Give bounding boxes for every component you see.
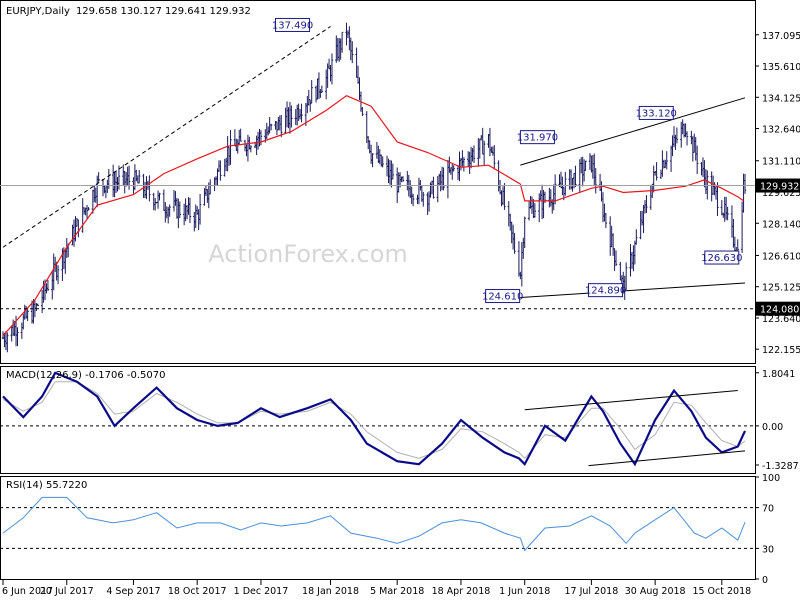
- price-axis-label: 122.155: [762, 345, 800, 356]
- label-layer: 137.490 131.970 133.120 124.610 124.890 126.6…: [272, 17, 742, 304]
- macd-lower-trendline: [588, 450, 746, 467]
- macd-title: MACD(12,26,9) -0.1706 -0.5070: [6, 370, 166, 381]
- low-124890-label-box: [588, 283, 624, 298]
- x-axis-label: 17 Jul 2018: [564, 586, 618, 597]
- price-axis-label: 135.610: [762, 62, 800, 73]
- upper-channel-line: [520, 97, 746, 166]
- price-axis-label: 132.640: [762, 125, 800, 136]
- macd-axis-label: -1.3287: [762, 461, 799, 472]
- price-axis-label: 126.610: [762, 251, 800, 262]
- x-axis-label: 1 Dec 2017: [234, 586, 289, 597]
- high-137490-label-box: [275, 17, 311, 32]
- rsi-axis-label: 70: [762, 504, 774, 515]
- x-axis-label: 30 Aug 2018: [625, 586, 686, 597]
- macd-axis-label: 1.8041: [762, 369, 795, 380]
- support-level-badge-group: 124.080: [756, 301, 800, 316]
- rsi-axis-label: 0: [762, 575, 768, 586]
- x-axis-label: 18 Oct 2017: [168, 586, 227, 597]
- current-price-label: 129.932: [760, 182, 799, 193]
- x-axis-label: 6 Jun 2017: [2, 586, 53, 597]
- high-131970-label-box: [519, 130, 555, 145]
- low-124610-label-group: 124.610: [482, 289, 523, 304]
- x-axis-label: 15 Oct 2018: [692, 586, 751, 597]
- x-axis-label: 4 Sep 2017: [106, 586, 160, 597]
- high-137490-label: 137.490: [272, 20, 313, 31]
- x-axis-label: 5 Mar 2018: [370, 586, 424, 597]
- support-level-badge: [756, 301, 800, 316]
- macd-axis-label: 0.00: [762, 422, 783, 433]
- rising-trendline: [2, 26, 331, 248]
- low-126630-label-box: [704, 250, 740, 265]
- macd-panel-frame: [0, 366, 756, 474]
- x-axis-label: 1 Jun 2018: [499, 586, 550, 597]
- x-axis-label: 18 Apr 2018: [432, 586, 491, 597]
- high-133120-label-group: 133.120: [636, 105, 677, 120]
- price-axis-label: 131.110: [762, 157, 800, 168]
- price-header: EURJPY,Daily 129.658 130.127 129.641 129.…: [6, 6, 251, 17]
- high-131970-label-group: 131.970: [517, 130, 558, 145]
- x-axis-label: 18 Jan 2018: [302, 586, 359, 597]
- low-126630-label-group: 126.630: [701, 250, 742, 265]
- rsi-axis-label: 100: [762, 473, 780, 484]
- price-panel-frame: [0, 0, 756, 364]
- price-axis-label: 128.140: [762, 219, 800, 230]
- high-137490-label-group: 137.490: [272, 17, 313, 32]
- macd-main-line: [2, 371, 746, 467]
- ohlc-values: 129.658 130.127 129.641 129.932: [76, 6, 251, 17]
- lower-channel-line: [520, 282, 746, 299]
- low-124610-label: 124.610: [482, 292, 523, 303]
- x-axis-label: 20 Jul 2017: [40, 586, 94, 597]
- price-axis-label: 137.095: [762, 31, 800, 42]
- price-axis-label: 125.125: [762, 283, 800, 294]
- current-price-badge-group: 129.932: [756, 178, 800, 193]
- high-131970-label: 131.970: [517, 133, 558, 144]
- high-133120-label: 133.120: [636, 108, 677, 119]
- low-124610-label-box: [485, 289, 521, 304]
- support-level-label: 124.080: [760, 305, 799, 316]
- rsi-axis-label: 30: [762, 544, 774, 555]
- axis-layer: 137.095 135.610 134.125 132.640 131.110 129.6…: [2, 31, 800, 597]
- price-bars-group: [1, 22, 747, 353]
- price-axis-label: 129.625: [762, 188, 800, 199]
- symbol-label: EURJPY,Daily: [6, 6, 70, 17]
- ema-line: [2, 95, 744, 336]
- watermark: ActionForex.com: [208, 240, 408, 268]
- current-price-badge: [756, 178, 800, 193]
- rsi-panel-frame: [0, 476, 756, 580]
- low-124890-label-group: 124.890: [585, 283, 626, 298]
- overlay-layer: [0, 26, 755, 552]
- rsi-line: [2, 496, 746, 552]
- rsi-title: RSI(14) 55.7220: [6, 480, 87, 491]
- high-133120-label-box: [638, 105, 674, 120]
- price-axis-label: 134.125: [762, 93, 800, 104]
- macd-upper-trendline: [524, 390, 738, 411]
- low-126630-label: 126.630: [701, 253, 742, 264]
- price-axis-label: 123.640: [762, 314, 800, 325]
- low-124890-label: 124.890: [585, 286, 626, 297]
